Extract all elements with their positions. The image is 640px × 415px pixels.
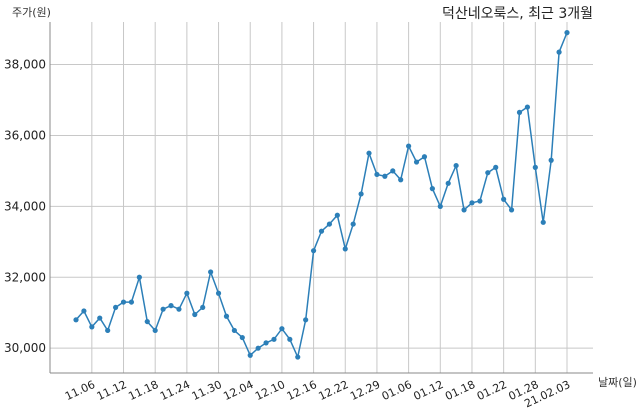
y-tick-labels: 30,000 32,000 34,000 36,000 38,000 xyxy=(4,58,46,356)
data-point xyxy=(366,150,372,156)
data-point xyxy=(279,326,285,332)
x-tick-label: 12.10 xyxy=(253,378,287,403)
data-point xyxy=(350,221,356,227)
data-point xyxy=(413,159,420,165)
data-point xyxy=(263,340,269,346)
data-point xyxy=(516,109,523,116)
data-point xyxy=(358,191,364,197)
data-point xyxy=(540,219,546,225)
data-point xyxy=(453,162,459,169)
x-tick-label: 11.12 xyxy=(95,378,129,403)
data-point xyxy=(255,345,261,351)
data-point xyxy=(382,173,388,179)
data-point xyxy=(176,306,182,312)
x-tick-label: 11.30 xyxy=(190,378,224,403)
x-tick-label: 11.06 xyxy=(63,378,97,403)
data-point xyxy=(192,311,198,318)
data-point xyxy=(445,180,451,186)
data-point xyxy=(429,186,435,192)
data-point xyxy=(469,200,475,206)
data-point xyxy=(342,246,348,252)
data-point xyxy=(81,308,87,314)
data-point xyxy=(485,170,491,176)
x-tick-labels: 11.0611.1211.1811.2411.3012.0412.1012.16… xyxy=(63,378,572,410)
y-tick-label: 30,000 xyxy=(4,341,46,355)
y-axis-label: 주가(원) xyxy=(12,6,51,19)
x-tick-label: 11.18 xyxy=(126,378,160,403)
data-point xyxy=(89,324,95,330)
y-tick-label: 32,000 xyxy=(4,270,46,284)
data-point xyxy=(524,104,531,110)
x-axis-label: 날짜(일) xyxy=(598,375,637,389)
data-point xyxy=(461,207,467,213)
data-point xyxy=(231,327,237,334)
data-point xyxy=(160,306,166,312)
x-tick-label: 01.22 xyxy=(475,378,509,403)
data-point xyxy=(247,352,253,358)
data-point xyxy=(532,164,538,170)
axes xyxy=(49,22,593,374)
data-point xyxy=(303,317,309,323)
data-point xyxy=(287,336,293,342)
x-tick-label: 01.12 xyxy=(412,378,446,403)
x-tick-label: 12.22 xyxy=(316,378,350,403)
data-point xyxy=(223,313,230,319)
data-point xyxy=(501,196,507,202)
x-tick-label: 01.18 xyxy=(443,378,477,403)
x-tick-label: 12.04 xyxy=(221,378,255,403)
data-point xyxy=(564,30,570,36)
data-point xyxy=(215,290,222,296)
data-point xyxy=(128,299,135,305)
data-points xyxy=(73,30,570,360)
data-point xyxy=(120,299,127,305)
chart-title: 덕산네오룩스, 최근 3개월 xyxy=(442,6,593,22)
data-point xyxy=(168,303,174,309)
data-point xyxy=(112,304,119,311)
data-point xyxy=(493,164,499,170)
data-point xyxy=(200,304,206,311)
data-point xyxy=(398,177,404,183)
data-point xyxy=(208,269,214,275)
data-point xyxy=(105,327,111,334)
data-point xyxy=(556,49,562,55)
data-point xyxy=(437,203,443,209)
series-line xyxy=(75,32,568,360)
data-point xyxy=(239,334,245,341)
data-point xyxy=(136,274,142,280)
data-point xyxy=(334,212,340,218)
data-point xyxy=(326,221,333,227)
data-point xyxy=(97,315,103,321)
data-point xyxy=(295,354,301,360)
data-point xyxy=(271,336,277,342)
gridlines xyxy=(50,22,593,373)
data-point xyxy=(421,154,428,160)
y-tick-label: 36,000 xyxy=(4,128,46,142)
y-tick-label: 34,000 xyxy=(4,199,46,213)
data-point xyxy=(508,207,515,213)
data-point xyxy=(477,198,483,204)
x-tick-label: 12.16 xyxy=(285,378,319,403)
data-point xyxy=(144,318,150,325)
data-point xyxy=(390,168,396,174)
data-point xyxy=(318,228,325,234)
data-point xyxy=(406,143,412,149)
data-point xyxy=(184,290,190,296)
x-tick-label: 01.06 xyxy=(380,378,414,403)
data-point xyxy=(73,317,79,323)
data-point xyxy=(548,157,554,163)
x-tick-label: 12.29 xyxy=(348,378,382,403)
data-point xyxy=(374,171,380,178)
data-point xyxy=(310,248,317,254)
x-tick-label: 11.24 xyxy=(158,378,192,403)
y-tick-label: 38,000 xyxy=(4,58,46,72)
data-point xyxy=(152,327,158,334)
